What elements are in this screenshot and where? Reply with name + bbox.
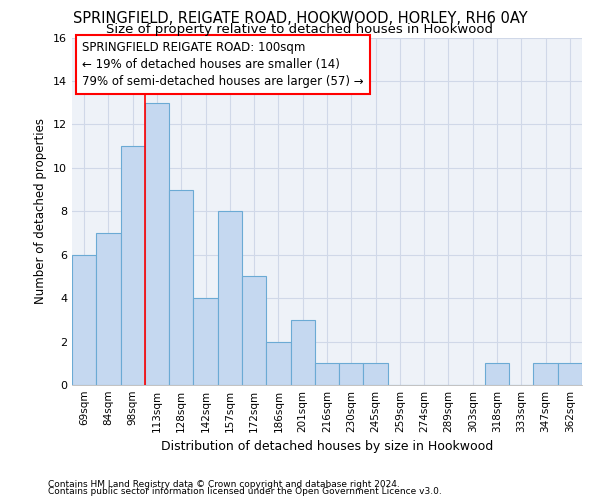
Bar [290,320,315,385]
X-axis label: Distribution of detached houses by size in Hookwood: Distribution of detached houses by size … [161,440,493,454]
Y-axis label: Number of detached properties: Number of detached properties [34,118,47,304]
Bar [193,298,218,385]
Bar [533,364,558,385]
Bar [121,146,145,385]
Bar [266,342,290,385]
Bar [96,233,121,385]
Bar [218,211,242,385]
Text: Size of property relative to detached houses in Hookwood: Size of property relative to detached ho… [107,22,493,36]
Bar [242,276,266,385]
Bar [558,364,582,385]
Bar [485,364,509,385]
Bar [315,364,339,385]
Text: Contains public sector information licensed under the Open Government Licence v3: Contains public sector information licen… [48,487,442,496]
Bar [339,364,364,385]
Bar [145,102,169,385]
Text: Contains HM Land Registry data © Crown copyright and database right 2024.: Contains HM Land Registry data © Crown c… [48,480,400,489]
Text: SPRINGFIELD, REIGATE ROAD, HOOKWOOD, HORLEY, RH6 0AY: SPRINGFIELD, REIGATE ROAD, HOOKWOOD, HOR… [73,11,527,26]
Bar [72,254,96,385]
Bar [364,364,388,385]
Text: SPRINGFIELD REIGATE ROAD: 100sqm
← 19% of detached houses are smaller (14)
79% o: SPRINGFIELD REIGATE ROAD: 100sqm ← 19% o… [82,41,364,88]
Bar [169,190,193,385]
